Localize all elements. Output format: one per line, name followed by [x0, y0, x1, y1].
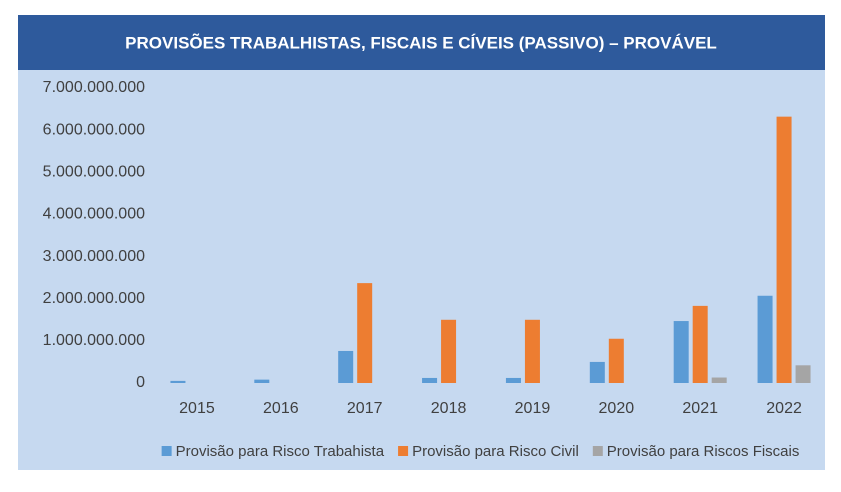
y-tick-label: 1.000.000.000: [43, 332, 145, 349]
x-tick-label: 2017: [347, 400, 383, 417]
x-tick-label: 2018: [431, 400, 467, 417]
x-tick-label: 2022: [766, 400, 802, 417]
x-tick-label: 2019: [515, 400, 551, 417]
x-tick-label: 2020: [599, 400, 635, 417]
legend-swatch: [161, 446, 172, 456]
bar: [673, 321, 689, 383]
y-tick-label: 4.000.000.000: [43, 206, 145, 223]
plot-background: [18, 70, 825, 470]
y-tick-label: 7.000.000.000: [43, 79, 145, 96]
bar: [254, 379, 270, 383]
bar: [441, 319, 457, 383]
x-tick-label: 2015: [179, 400, 215, 417]
x-tick-label: 2021: [682, 400, 718, 417]
legend-label: Provisão para Risco Civil: [412, 443, 579, 460]
bar: [757, 295, 773, 383]
bar: [776, 116, 792, 384]
legend-label: Provisão para Risco Trabahista: [176, 443, 385, 460]
bar: [608, 338, 624, 383]
bar: [692, 305, 708, 383]
bar: [795, 365, 811, 383]
y-tick-label: 2.000.000.000: [43, 290, 145, 307]
bar: [524, 319, 540, 383]
bar: [589, 361, 605, 383]
y-tick-label: 3.000.000.000: [43, 248, 145, 265]
bar: [338, 350, 354, 383]
y-tick-label: 0: [136, 374, 145, 391]
chart-title: PROVISÕES TRABALHISTAS, FISCAIS E CÍVEIS…: [125, 32, 717, 52]
title-band: [18, 15, 825, 70]
bar: [170, 380, 186, 383]
legend-swatch: [398, 446, 409, 456]
legend-swatch: [592, 446, 603, 456]
bar: [357, 283, 373, 383]
y-tick-label: 5.000.000.000: [43, 164, 145, 181]
bar: [422, 377, 438, 383]
y-tick-label: 6.000.000.000: [43, 121, 145, 138]
bar: [505, 377, 521, 383]
bar: [711, 377, 727, 383]
x-tick-label: 2016: [263, 400, 299, 417]
legend-label: Provisão para Riscos Fiscais: [607, 443, 800, 460]
